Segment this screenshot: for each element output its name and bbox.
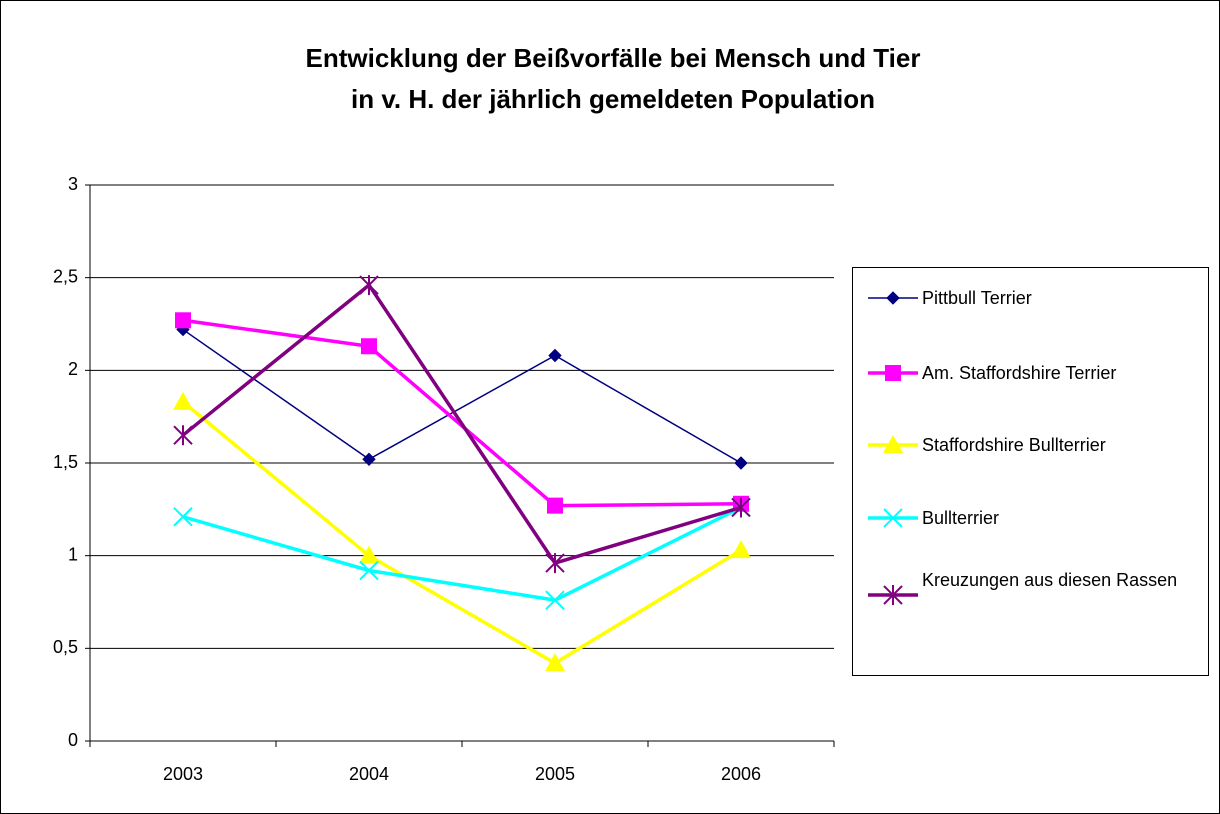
chart-title: Entwicklung der Beißvorfälle bei Mensch … (306, 43, 921, 73)
chart-title: in v. H. der jährlich gemeldeten Populat… (351, 84, 875, 114)
y-tick-label: 2,5 (53, 266, 78, 286)
legend-label: Am. Staffordshire Terrier (922, 363, 1117, 383)
legend-marker (883, 508, 903, 528)
y-tick-label: 0 (68, 730, 78, 750)
x-tick-label: 2006 (721, 764, 761, 784)
legend-marker (883, 585, 903, 605)
data-point (545, 653, 565, 672)
legend-label: Pittbull Terrier (922, 288, 1032, 308)
series-line (181, 282, 742, 566)
y-tick-label: 0,5 (53, 637, 78, 657)
y-tick-label: 3 (68, 174, 78, 194)
data-point (545, 590, 565, 610)
x-tick-label: 2004 (349, 764, 389, 784)
y-tick-label: 2 (68, 359, 78, 379)
legend-marker (885, 365, 901, 381)
series-line (182, 328, 742, 464)
x-tick-label: 2005 (535, 764, 575, 784)
series-line (181, 400, 742, 666)
data-point (175, 312, 191, 329)
legend-marker (883, 435, 903, 453)
legend-label-box: Staffordshire Bullterrier (922, 435, 1106, 455)
legend-label: Kreuzungen aus diesen Rassen (922, 570, 1178, 590)
legend-box (852, 267, 1209, 676)
data-point (734, 456, 748, 470)
data-point (362, 452, 376, 467)
series-line (182, 505, 742, 602)
legend-label-box: Kreuzungen aus diesen Rassen (922, 570, 1178, 590)
legend-marker (886, 291, 900, 305)
x-tick-label: 2003 (163, 764, 203, 784)
data-point (731, 540, 751, 559)
y-tick-label: 1,5 (53, 452, 78, 472)
data-point (548, 348, 562, 363)
data-point (173, 507, 193, 527)
data-point (731, 497, 751, 518)
data-point (547, 497, 563, 514)
data-point (359, 275, 379, 296)
legend-label-box: Bullterrier (922, 508, 1000, 528)
data-point (359, 545, 379, 564)
legend-label-box: Pittbull Terrier (922, 288, 1032, 308)
legend-label: Bullterrier (922, 508, 1000, 528)
data-point (359, 560, 379, 581)
data-point (173, 391, 193, 410)
data-point (173, 425, 193, 446)
data-point (545, 553, 565, 574)
data-point (361, 338, 377, 355)
legend-label-box: Am. Staffordshire Terrier (922, 363, 1117, 383)
legend-label: Staffordshire Bullterrier (922, 435, 1106, 455)
y-tick-label: 1 (68, 544, 78, 564)
